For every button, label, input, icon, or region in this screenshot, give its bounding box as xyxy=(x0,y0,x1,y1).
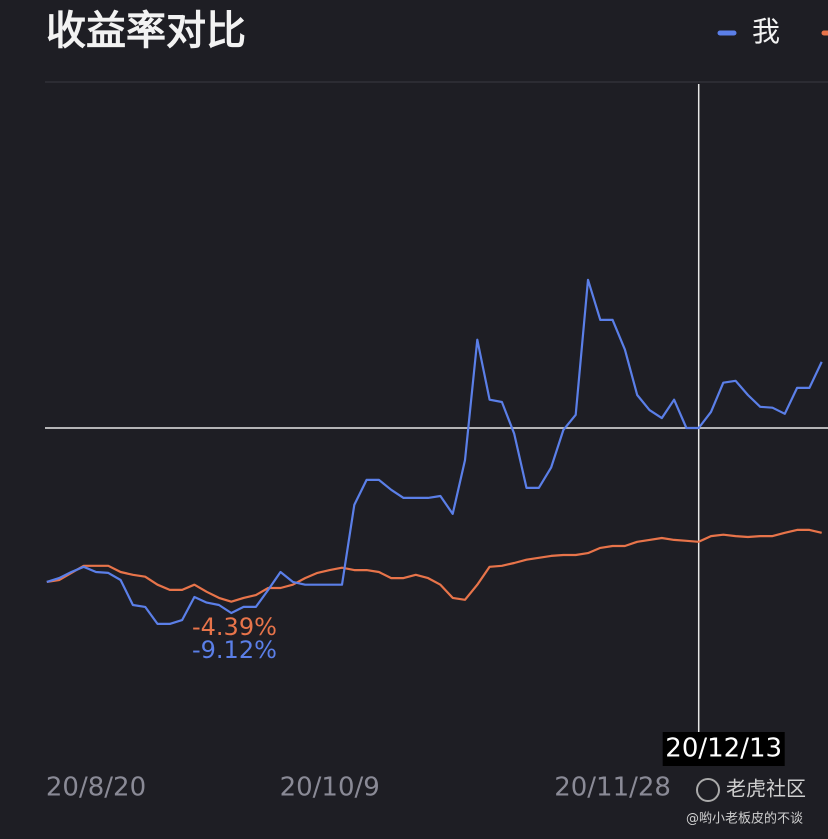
chart-title: 收益率对比 xyxy=(46,8,246,54)
watermark-logo xyxy=(696,778,720,802)
x-tick-label: 20/10/9 xyxy=(280,773,380,803)
annotation: -4.39% xyxy=(192,613,277,641)
x-tick-label: 20/8/20 xyxy=(46,773,146,803)
x-tick-label: 20/11/28 xyxy=(554,773,671,803)
watermark-handle: @哟小老板皮的不谈 xyxy=(686,811,803,827)
watermark: 老虎社区 xyxy=(726,777,806,801)
annotation: -9.12% xyxy=(192,636,277,664)
crosshair-label: 20/12/13 xyxy=(665,734,782,764)
legend-label: 我 xyxy=(752,15,780,48)
series-line xyxy=(46,278,823,625)
series-line xyxy=(46,528,822,603)
crosshair-label-box xyxy=(662,732,785,766)
